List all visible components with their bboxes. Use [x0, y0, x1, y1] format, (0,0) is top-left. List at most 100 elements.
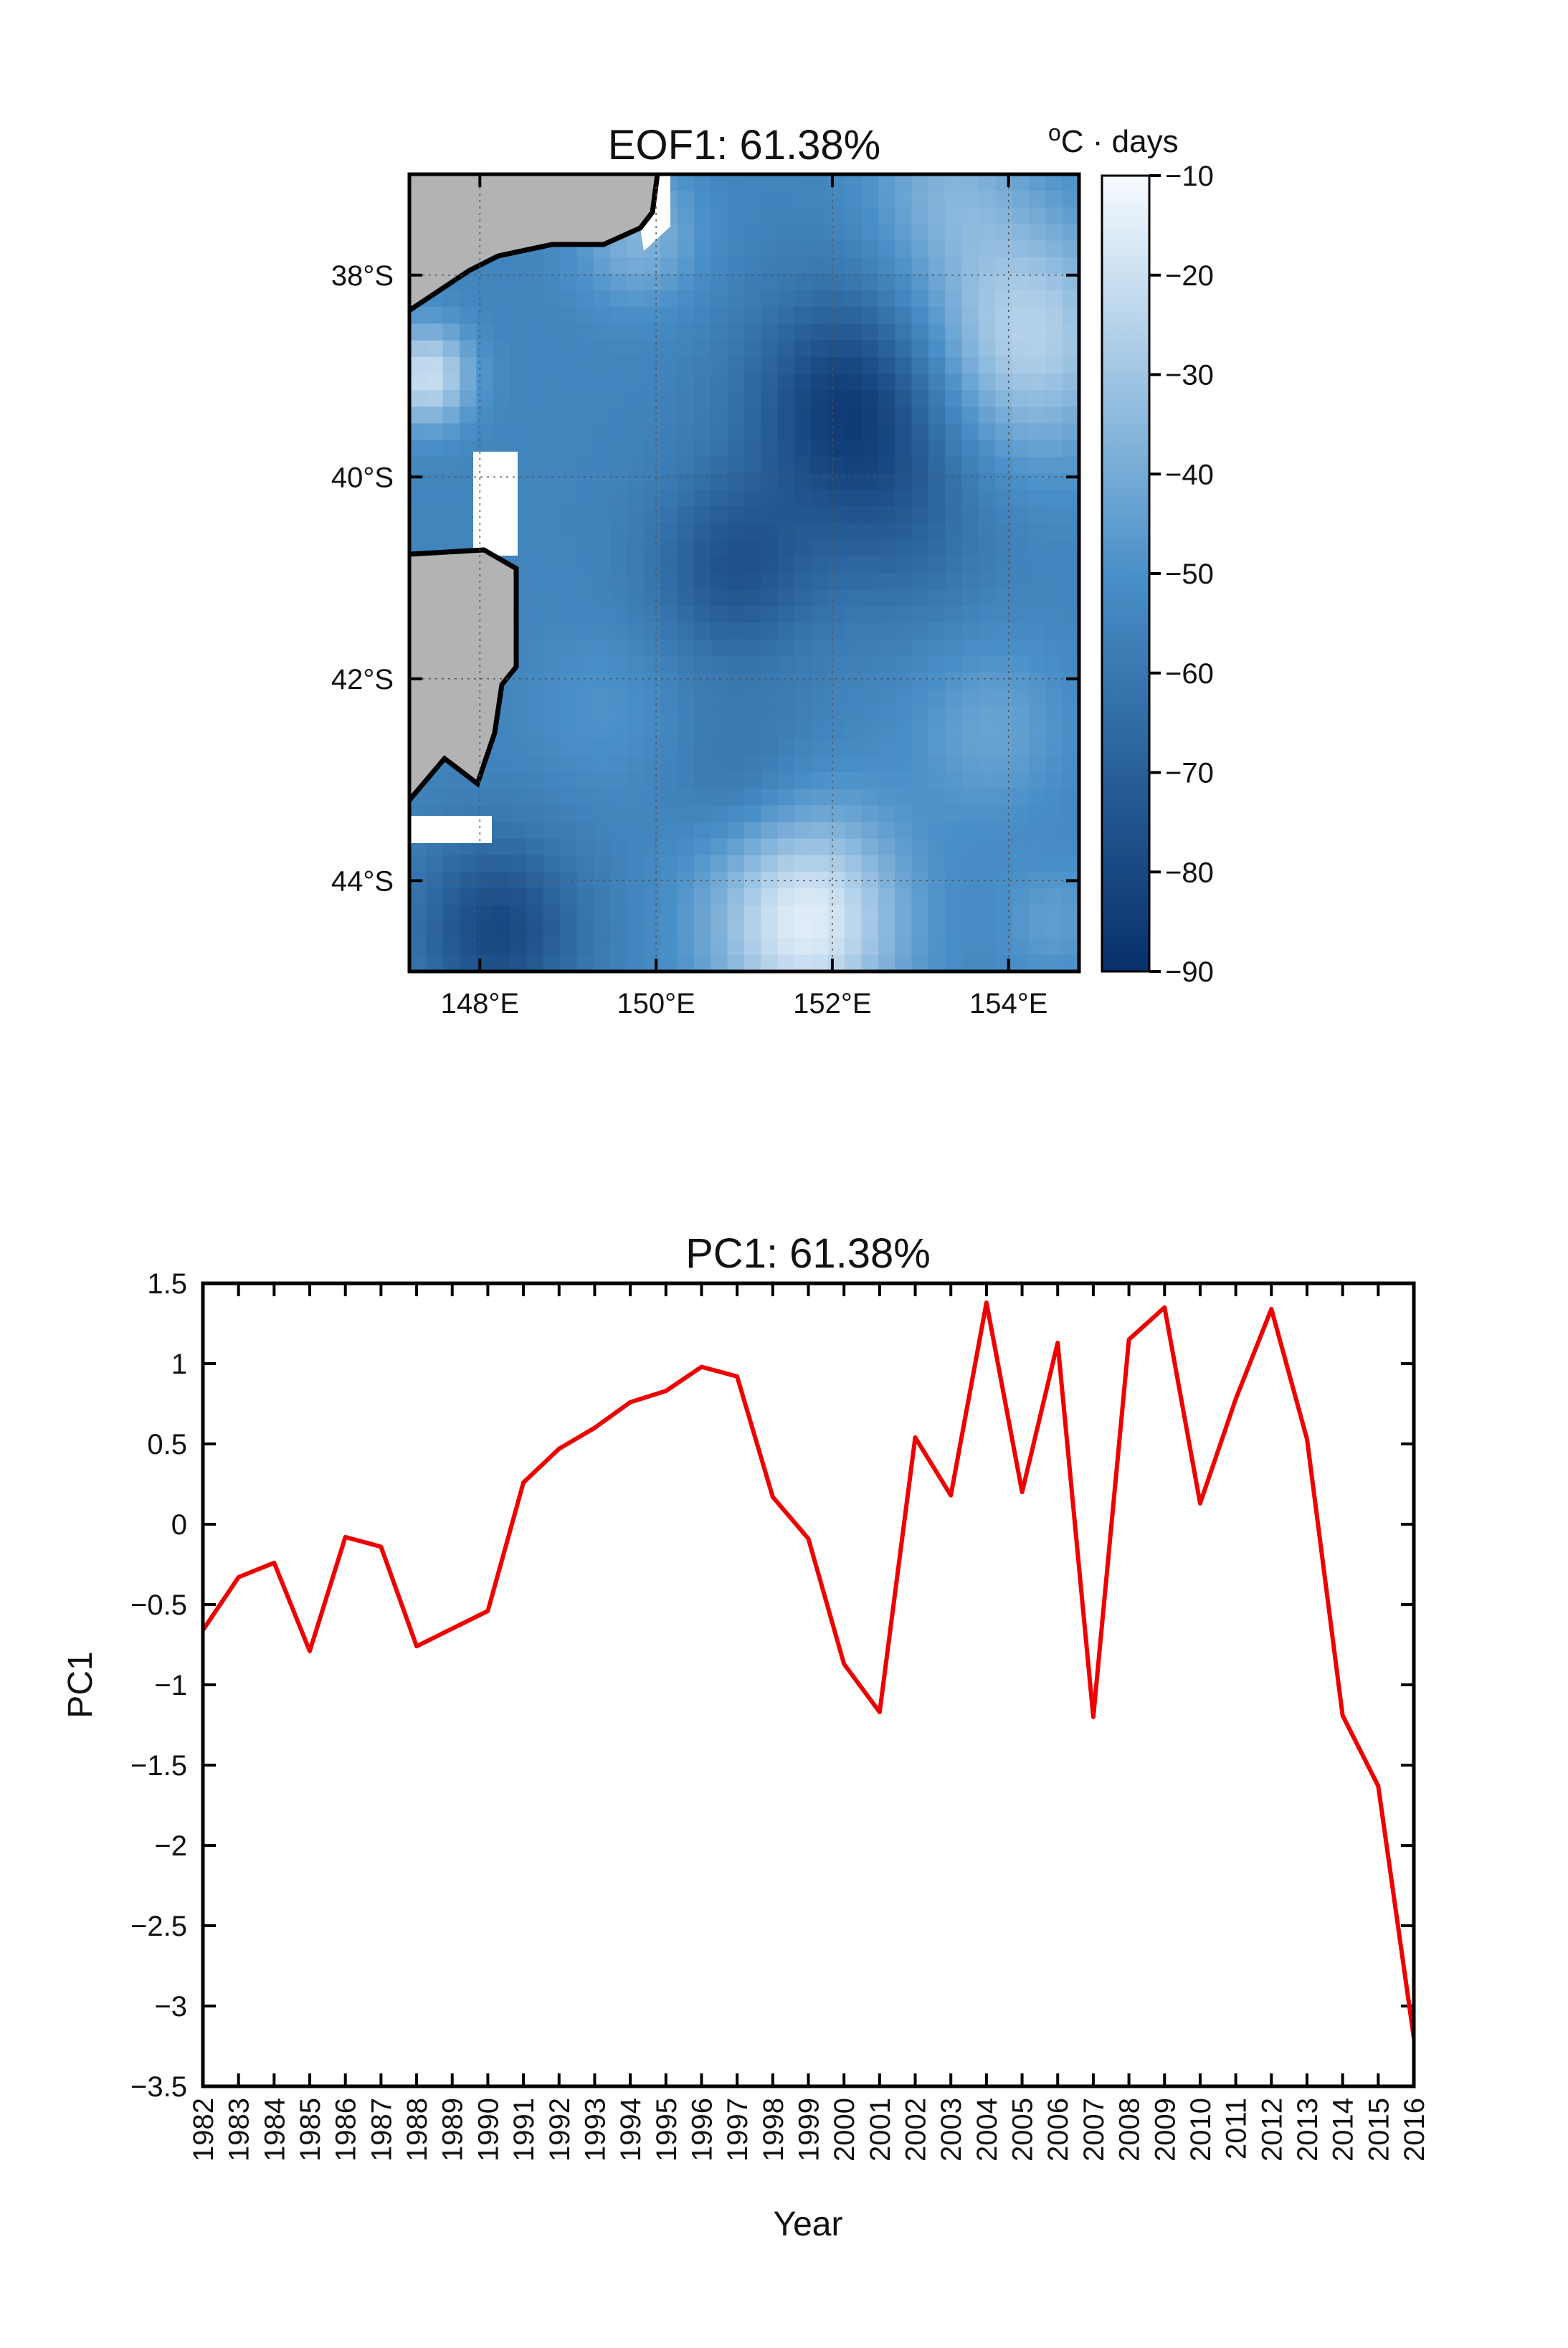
heatmap-cell	[761, 838, 779, 856]
heatmap-cell	[1012, 855, 1030, 873]
heatmap-cell	[1028, 506, 1047, 524]
heatmap-cell	[928, 705, 946, 723]
heatmap-cell	[911, 290, 929, 308]
heatmap-cell	[928, 573, 946, 591]
heatmap-cell	[744, 506, 762, 524]
heatmap-cell	[1062, 323, 1079, 341]
heatmap-cell	[827, 606, 846, 624]
heatmap-cell	[576, 838, 594, 856]
heatmap-cell	[693, 921, 712, 939]
heatmap-cell	[493, 407, 511, 424]
heatmap-cell	[1012, 622, 1030, 640]
map-x-tick-label: 148°E	[441, 988, 519, 1019]
heatmap-cell	[744, 655, 762, 673]
heatmap-cell	[845, 390, 863, 408]
heatmap-cell	[845, 672, 863, 690]
heatmap-cell	[643, 407, 662, 424]
heatmap-cell	[493, 755, 511, 773]
heatmap-cell	[1012, 207, 1030, 225]
heatmap-cell	[961, 506, 979, 524]
heatmap-cell	[727, 390, 745, 408]
heatmap-cell	[727, 888, 745, 906]
heatmap-cell	[1012, 722, 1030, 740]
heatmap-cell	[1012, 705, 1030, 723]
heatmap-cell	[576, 490, 594, 508]
heatmap-cell	[660, 456, 678, 474]
heatmap-cell	[1062, 738, 1079, 756]
heatmap-cell	[1012, 755, 1030, 773]
heatmap-cell	[543, 439, 561, 457]
heatmap-cell	[711, 456, 728, 474]
heatmap-cell	[543, 423, 561, 441]
heatmap-cell	[560, 872, 578, 890]
heatmap-cell	[794, 888, 812, 906]
heatmap-cell	[744, 606, 762, 624]
heatmap-cell	[693, 423, 712, 441]
heatmap-cell	[610, 888, 628, 906]
heatmap-cell	[493, 290, 511, 308]
heatmap-cell	[693, 456, 712, 474]
coastline-tasmania	[409, 547, 519, 802]
heatmap-cell	[711, 655, 728, 673]
heatmap-cell	[1012, 738, 1030, 756]
heatmap-cell	[711, 938, 728, 956]
heatmap-cell	[827, 938, 846, 956]
heatmap-cell	[1028, 789, 1047, 807]
land-tasmania	[409, 550, 516, 800]
heatmap-cell	[911, 423, 929, 441]
heatmap-cell	[945, 705, 963, 723]
heatmap-cell	[576, 738, 594, 756]
heatmap-cell	[526, 290, 544, 308]
heatmap-cell	[928, 473, 946, 491]
heatmap-cell	[627, 639, 645, 657]
heatmap-cell	[744, 240, 762, 258]
heatmap-cell	[945, 407, 963, 424]
heatmap-cell	[643, 722, 662, 740]
heatmap-cell	[526, 954, 544, 971]
heatmap-cell	[861, 905, 879, 923]
map-y-tick-label: 40°S	[331, 462, 394, 493]
heatmap-cell	[811, 356, 829, 374]
heatmap-cell	[543, 473, 561, 491]
heatmap-cell	[610, 490, 628, 508]
heatmap-cell	[576, 905, 594, 923]
heatmap-cell	[1012, 888, 1030, 906]
heatmap-cell	[643, 473, 662, 491]
heatmap-cell	[827, 738, 846, 756]
heatmap-cell	[576, 672, 594, 690]
heatmap-cell	[660, 789, 678, 807]
heatmap-cell	[945, 822, 963, 840]
heatmap-cell	[593, 655, 612, 673]
heatmap-cell	[576, 523, 594, 541]
heatmap-cell	[493, 423, 511, 441]
heatmap-cell	[978, 622, 997, 640]
heatmap-cell	[861, 390, 879, 408]
heatmap-cell	[693, 888, 712, 906]
heatmap-cell	[693, 407, 712, 424]
heatmap-cell	[744, 855, 762, 873]
heatmap-cell	[928, 921, 946, 939]
heatmap-cell	[945, 307, 963, 325]
heatmap-cell	[811, 456, 829, 474]
heatmap-cell	[560, 473, 578, 491]
heatmap-cell	[911, 606, 929, 624]
heatmap-cell	[510, 374, 528, 391]
heatmap-cell	[827, 374, 846, 391]
heatmap-cell	[693, 523, 712, 541]
heatmap-cell	[811, 224, 829, 242]
heatmap-cell	[510, 672, 528, 690]
heatmap-cell	[878, 407, 896, 424]
heatmap-cell	[811, 473, 829, 491]
heatmap-cell	[995, 672, 1013, 690]
heatmap-cell	[493, 855, 511, 873]
heatmap-cell	[978, 639, 997, 657]
heatmap-cell	[1028, 374, 1047, 391]
heatmap-cell	[409, 490, 427, 508]
heatmap-cell	[978, 655, 997, 673]
heatmap-cell	[576, 622, 594, 640]
heatmap-cell	[510, 274, 528, 292]
heatmap-cell	[794, 606, 812, 624]
colorbar: −10−20−30−40−50−60−70−80−90 oC · days	[1048, 120, 1214, 988]
heatmap-cell	[660, 938, 678, 956]
heatmap-cell	[409, 921, 427, 939]
